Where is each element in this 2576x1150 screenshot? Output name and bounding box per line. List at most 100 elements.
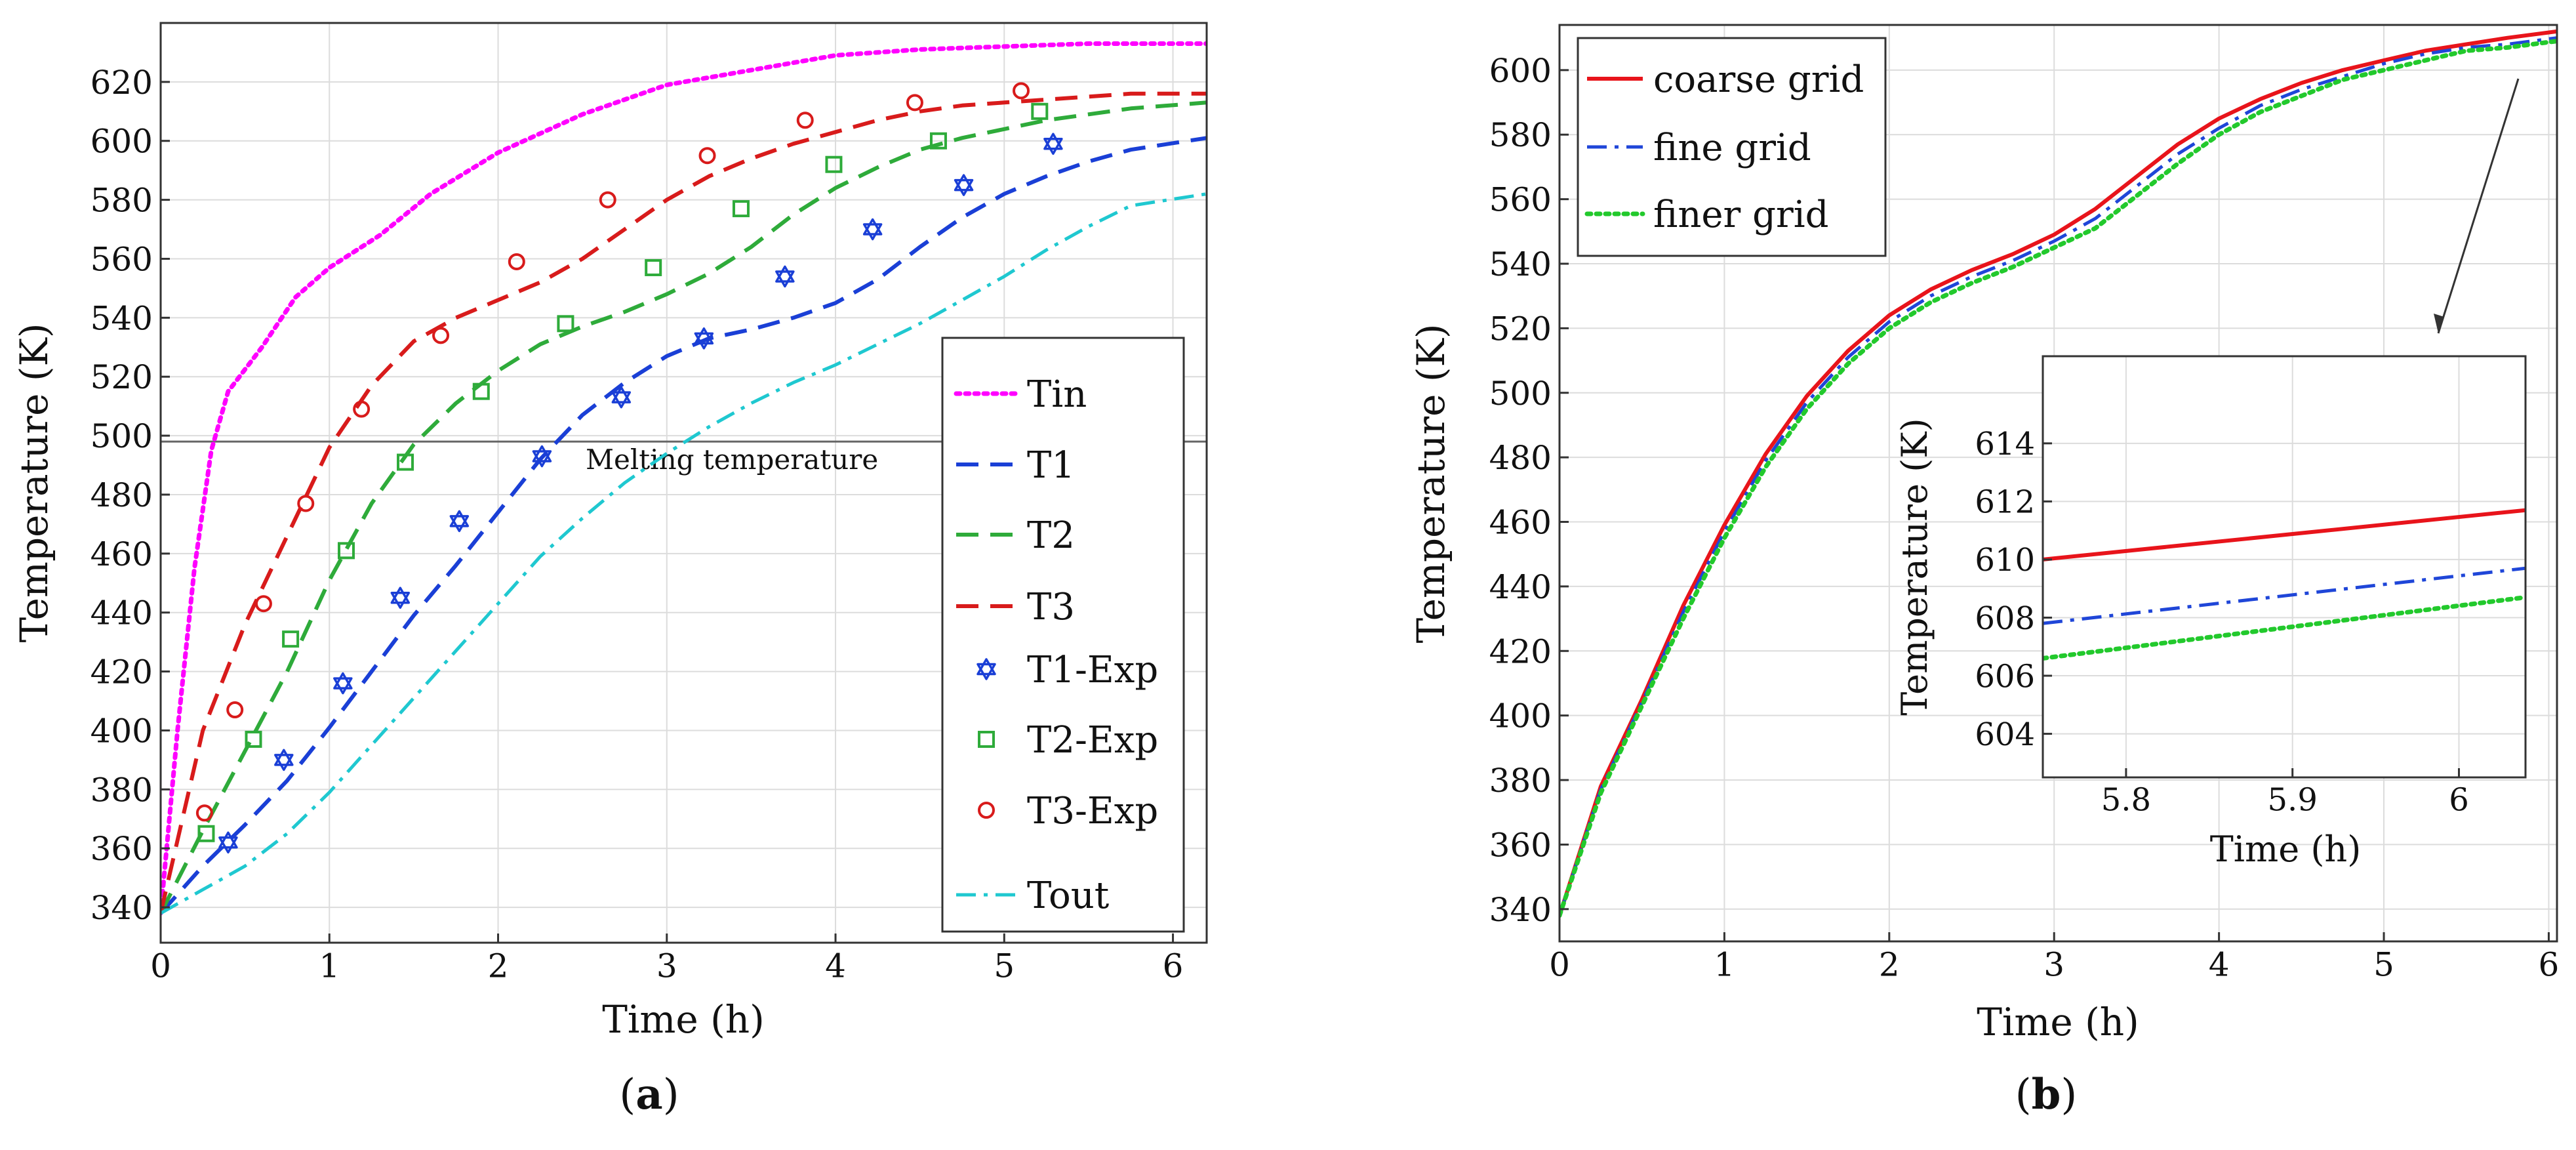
- panel-a-y-axis-label: Temperature (K): [12, 323, 56, 643]
- data-point-t3-exp: [1013, 82, 1030, 100]
- panel-a-caption: (a): [619, 1070, 679, 1119]
- inset-pointer-arrowhead: [2434, 314, 2444, 333]
- a-y-tick-label: 560: [91, 240, 153, 278]
- b-y-tick-label: 580: [1489, 116, 1552, 154]
- i-y-tick-label: 610: [1975, 542, 2035, 579]
- a-y-tick-label: 580: [91, 182, 153, 220]
- panel-a: Melting temperature 0 1 2 3 4 5 6 340 360 380 400…: [12, 22, 1208, 1119]
- inset-x-axis-label: Time (h): [2210, 829, 2362, 870]
- a-y-tick-label: 520: [91, 358, 153, 396]
- legend-label-t2-exp: T2-Exp: [1027, 719, 1158, 762]
- data-point-t2-exp: [245, 730, 262, 748]
- i-x-tick-label: 5.9: [2268, 781, 2318, 818]
- b-y-tick-label: 380: [1489, 762, 1552, 800]
- i-y-tick-label: 612: [1975, 484, 2035, 521]
- panel-b-axes-frame: [1558, 24, 2558, 943]
- series-line-fine-grid: [2043, 566, 2526, 625]
- panel-a-series: [161, 41, 1207, 916]
- a-y-tick-label: 460: [91, 535, 153, 573]
- data-point-t1-exp: [532, 445, 552, 468]
- a-y-tick-label: 360: [91, 830, 153, 868]
- b-y-tick-label: 540: [1489, 245, 1552, 283]
- i-y-tick-label: 604: [1975, 716, 2035, 753]
- b-y-tick-label: 560: [1489, 181, 1552, 219]
- legend-label-t1-exp: T1-Exp: [1027, 649, 1158, 691]
- data-point-t2-exp: [197, 825, 215, 842]
- data-point-t1-exp: [862, 218, 883, 241]
- data-point-t1-exp: [775, 265, 795, 288]
- data-point-t2-exp: [1031, 102, 1049, 120]
- a-x-tick-label: 5: [994, 947, 1015, 985]
- a-y-tick-label: 480: [91, 476, 153, 514]
- series-line-fine-grid: [1560, 36, 2557, 916]
- data-point-t2-exp: [732, 200, 750, 218]
- legend-label-fine-grid: fine grid: [1653, 127, 1811, 169]
- panel-b-x-axis-label: Time (h): [1977, 1000, 2139, 1044]
- data-point-t1-exp: [218, 831, 238, 853]
- panel-a-axes-frame: [159, 22, 1208, 944]
- panel-a-legend: Tin T1 T2 T3 T1-Exp T2-Exp T3-Exp Tout: [941, 337, 1185, 933]
- series-line-tout: [161, 192, 1207, 915]
- panel-a-caption-letter: a: [635, 1070, 662, 1119]
- inset-background: [2043, 356, 2526, 777]
- panel-b-caption-letter: b: [2032, 1070, 2061, 1119]
- data-point-t2-exp: [397, 453, 414, 471]
- data-point-t3-exp: [796, 112, 814, 129]
- series-line-t1: [161, 136, 1207, 915]
- legend-label-t3: T3: [1027, 586, 1075, 628]
- i-y-tick-label: 606: [1975, 658, 2035, 695]
- b-x-tick-label: 6: [2539, 946, 2560, 984]
- legend-label-t1: T1: [1027, 444, 1075, 487]
- i-x-tick-label: 6: [2449, 781, 2469, 818]
- a-y-tick-label: 340: [91, 889, 153, 927]
- i-x-tick-label: 5.8: [2101, 781, 2151, 818]
- b-y-tick-label: 440: [1489, 568, 1552, 606]
- a-y-tick-label: 540: [91, 299, 153, 337]
- inset-series: [2043, 508, 2526, 661]
- b-x-tick-label: 2: [1879, 946, 1900, 984]
- b-y-tick-label: 400: [1489, 697, 1552, 735]
- a-y-tick-label: 620: [91, 64, 153, 102]
- panel-a-legend-box: [941, 337, 1185, 933]
- melting-temperature-annotation: Melting temperature: [586, 443, 878, 476]
- legend-label-coarse-grid: coarse grid: [1653, 58, 1864, 101]
- b-x-tick-label: 0: [1549, 946, 1570, 984]
- data-point-t3-exp: [353, 400, 371, 418]
- a-x-tick-label: 6: [1163, 947, 1184, 985]
- data-point-t1-exp: [390, 586, 411, 609]
- b-y-tick-label: 480: [1489, 439, 1552, 477]
- b-y-tick-label: 600: [1489, 52, 1552, 90]
- b-y-tick-label: 500: [1489, 375, 1552, 413]
- data-point-t3-exp: [226, 701, 244, 719]
- b-x-tick-label: 1: [1714, 946, 1735, 984]
- series-line-tin: [161, 41, 1207, 916]
- a-y-tick-label: 380: [91, 771, 153, 809]
- data-point-t1-exp: [954, 174, 974, 196]
- inset-y-axis-label: Temperature (K): [1894, 418, 1935, 715]
- b-y-tick-label: 360: [1489, 826, 1552, 864]
- b-x-tick-label: 3: [2043, 946, 2064, 984]
- data-point-t2-exp: [337, 542, 355, 560]
- a-y-tick-label: 500: [91, 417, 153, 455]
- a-x-tick-label: 3: [656, 947, 677, 985]
- data-point-t2-exp: [825, 155, 843, 173]
- series-line-finer-grid: [2043, 595, 2526, 661]
- legend-label-t2: T2: [1027, 514, 1075, 557]
- panel-b-series: [1560, 29, 2557, 918]
- inset-axes-frame: [2042, 355, 2527, 779]
- legend-marker-t2-exp: [978, 731, 995, 748]
- series-line-t2: [161, 100, 1207, 914]
- a-y-tick-label: 400: [91, 712, 153, 750]
- data-point-t2-exp: [282, 630, 300, 648]
- data-point-t2-exp: [929, 132, 947, 150]
- series-line-finer-grid: [1560, 39, 2557, 918]
- series-line-t3: [161, 91, 1207, 914]
- inset-grid: [2043, 356, 2526, 777]
- data-point-t3-exp: [906, 94, 923, 112]
- panel-a-markers: [195, 82, 1063, 853]
- data-point-t1-exp: [611, 386, 632, 409]
- legend-marker-t3-exp: [978, 802, 995, 819]
- data-point-t1-exp: [694, 327, 714, 350]
- panel-a-x-axis-label: Time (h): [602, 997, 765, 1042]
- panel-a-y-ticks: 340 360 380 400 420 440 460 480 500 520 540 560 580 6…: [91, 64, 170, 927]
